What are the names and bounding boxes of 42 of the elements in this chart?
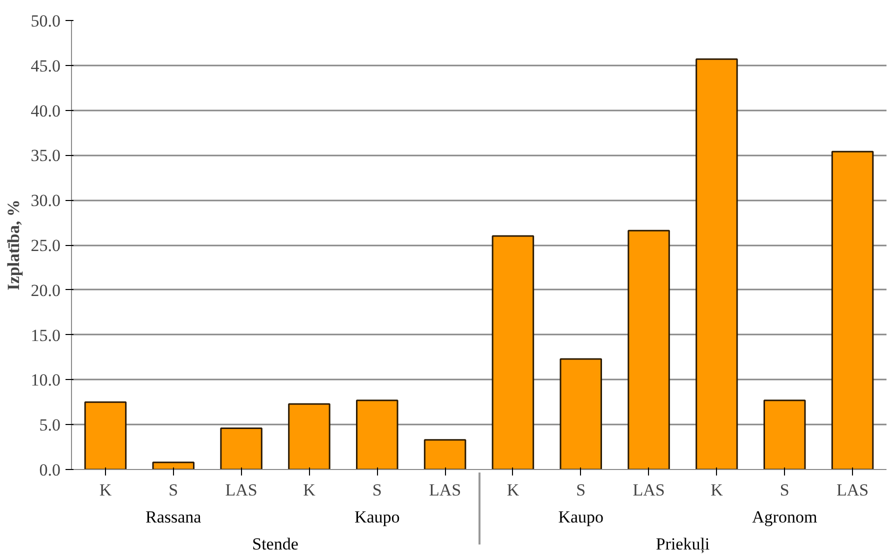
y-tick-label: 25.0 (30, 236, 60, 255)
x-tick-label: K (710, 480, 724, 500)
x-tick-label: S (576, 480, 586, 500)
y-tick-label: 35.0 (30, 146, 60, 166)
bar (84, 401, 127, 470)
x-tick-label: S (168, 480, 178, 500)
bar (424, 439, 466, 470)
bar (288, 403, 330, 470)
y-tick-label: 0.0 (39, 460, 60, 480)
bar (831, 150, 874, 470)
y-tick-label: 45.0 (30, 56, 60, 76)
x-tick-label: K (303, 480, 316, 500)
x-tick-label: K (99, 480, 112, 500)
y-tick-label: 20.0 (30, 280, 60, 300)
bar (764, 400, 806, 470)
text: Kaupo (558, 508, 604, 526)
bar (220, 427, 262, 470)
bar (560, 358, 602, 470)
x-tick-label: LAS (225, 480, 258, 500)
x-tick-label: K (506, 480, 520, 500)
y-tick-label: 5.0 (39, 416, 60, 435)
text: Kaupo (354, 508, 400, 526)
bar (152, 462, 194, 470)
text: Priekuļi (656, 534, 710, 554)
x-tick-label: S (372, 480, 382, 500)
text: Agronom (752, 508, 818, 526)
bar (696, 58, 738, 470)
y-axis-title: Izplatība, % (4, 200, 23, 290)
y-tick-label: 50.0 (30, 12, 60, 30)
y-tick-label: 15.0 (30, 326, 60, 345)
x-tick-label: LAS (428, 480, 462, 500)
bar (492, 235, 534, 470)
y-tick-label: 30.0 (30, 191, 60, 210)
x-tick-label: LAS (836, 480, 869, 500)
x-tick-label: LAS (632, 480, 665, 500)
text: Stende (252, 534, 298, 554)
text: Rassana (146, 508, 202, 526)
bar (628, 230, 670, 470)
bar (356, 400, 398, 470)
y-tick-label: 40.0 (30, 101, 60, 120)
x-tick-label: S (780, 480, 790, 500)
y-tick-label: 10.0 (30, 370, 60, 390)
